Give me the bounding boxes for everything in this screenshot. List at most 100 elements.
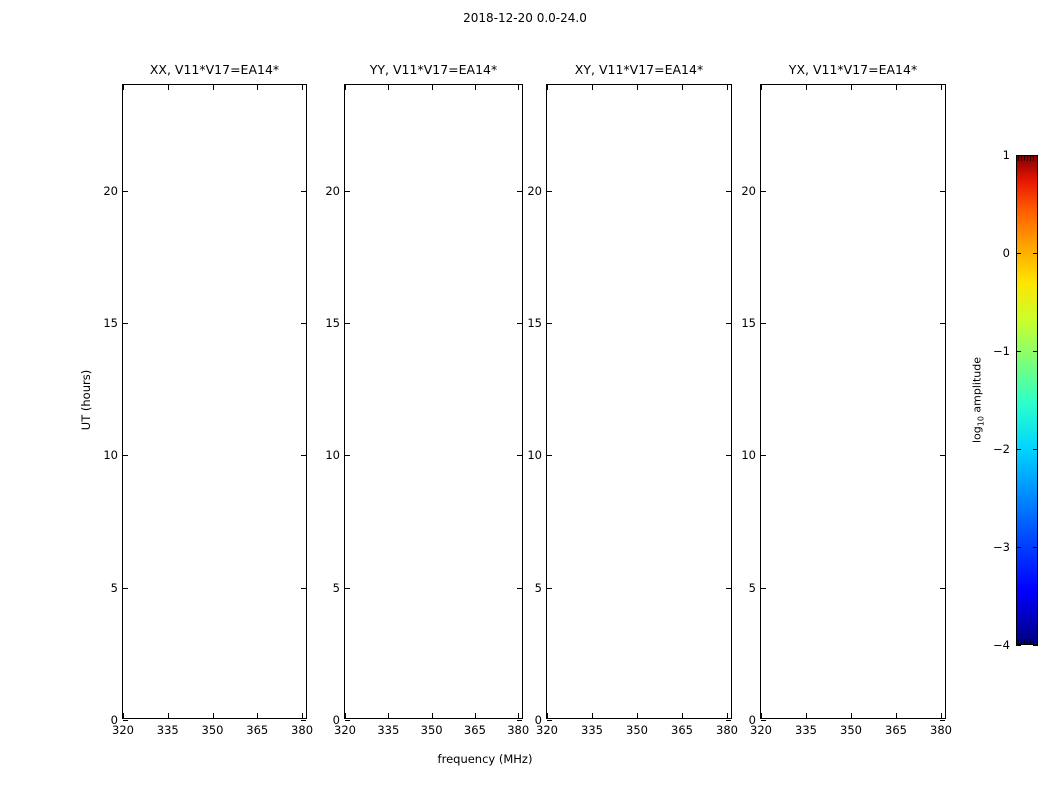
y-tick-mark [940,587,945,589]
y-tick-mark [123,455,128,457]
x-tick-mark [212,713,214,718]
x-tick-label: 380 [291,723,314,737]
x-tick-mark [302,85,304,90]
y-tick-label: 5 [332,580,340,595]
x-tick-mark [682,85,683,90]
x-tick-mark [257,713,259,718]
x-tick-label: 365 [885,723,907,737]
y-axis-label: UT (hours) [79,369,93,431]
y-tick-mark [301,323,306,325]
y-tick-mark [547,455,552,457]
y-tick-mark [940,455,945,457]
y-tick-label: 10 [527,448,542,463]
colorbar-tick-mark [1033,449,1038,450]
plot-panel-xy[interactable]: XY, V11*V17=EA14* 0 5 10 15 20 320 335 350 365 38… [527,62,738,737]
colorbar-tick-mark [1016,253,1021,254]
colorbar-under-extension [1018,639,1034,644]
plot-panel-yy[interactable]: YY, V11*V17=EA14* 0 5 10 15 20 320 335 350 365 38… [325,62,529,737]
x-tick-label: 335 [795,723,817,737]
plot-panel-yx[interactable]: YX, V11*V17=EA14* 0 5 10 15 20 320 335 350 365 38… [741,62,952,737]
y-tick-mark [517,455,522,457]
y-tick-mark [726,587,731,589]
y-tick-mark [301,720,306,721]
y-tick-mark [517,190,522,192]
y-tick-label: 15 [527,316,542,331]
y-tick-mark [761,190,766,192]
x-tick-label: 365 [671,723,693,737]
y-tick-mark [940,323,945,325]
y-tick-label: 20 [103,183,118,198]
colorbar-label-rest: amplitude [970,356,984,417]
y-tick-label: 15 [741,316,756,331]
panel-title-yx: YX, V11*V17=EA14* [788,62,918,77]
y-tick-mark [301,190,306,192]
x-tick-mark [123,85,124,90]
x-tick-mark [851,85,852,90]
x-tick-label: 350 [840,723,862,737]
x-tick-label: 350 [626,723,648,737]
figure-suptitle: 2018-12-20 0.0-24.0 [463,11,587,25]
y-tick-label: 15 [103,316,118,331]
y-tick-label: 20 [741,183,756,198]
y-tick-mark [726,720,731,721]
y-tick-mark [301,455,306,457]
panel-title-xx: XX, V11*V17=EA14* [149,62,280,77]
x-tick-mark [167,713,169,718]
y-tick-mark [761,323,766,325]
y-tick-mark [726,323,731,325]
x-tick-label: 335 [581,723,603,737]
x-tick-mark [474,85,476,90]
x-tick-mark [547,85,548,90]
x-axis-label: frequency (MHz) [437,752,533,766]
y-tick-mark [726,455,731,457]
x-tick-label: 335 [377,723,400,737]
x-tick-mark [547,713,548,718]
x-tick-mark [761,713,762,718]
colorbar-tick-mark [1016,645,1021,646]
x-tick-mark [941,713,942,718]
x-tick-mark [167,85,169,90]
x-tick-mark [123,713,124,718]
colorbar-tick-mark [1033,645,1038,646]
y-tick-mark [547,587,552,589]
x-tick-mark [302,713,304,718]
panel-title-yy: YY, V11*V17=EA14* [369,62,498,77]
colorbar-gradient [1016,155,1038,645]
y-tick-label: 0 [534,713,542,727]
x-tick-label: 320 [750,723,772,737]
colorbar-label-base: log [970,426,984,444]
colorbar-tick-label: −3 [993,540,1010,554]
y-tick-mark [761,587,766,589]
y-tick-label: 0 [110,713,118,727]
x-tick-mark [851,713,852,718]
x-tick-label: 380 [507,723,530,737]
x-tick-mark [388,713,390,718]
y-tick-label: 5 [110,580,118,595]
x-tick-label: 350 [201,723,224,737]
y-tick-label: 10 [103,448,118,463]
x-tick-label: 380 [716,723,738,737]
x-tick-mark [474,713,476,718]
x-tick-label: 350 [420,723,443,737]
x-tick-mark [345,85,346,90]
y-tick-mark [517,323,522,325]
y-tick-mark [761,455,766,457]
y-tick-mark [761,720,766,721]
x-tick-label: 335 [156,723,179,737]
y-tick-label: 20 [527,183,542,198]
x-tick-mark [257,85,259,90]
x-tick-mark [388,85,390,90]
y-tick-label: 10 [325,448,340,463]
colorbar-tick-label: −1 [993,344,1010,358]
y-tick-mark [301,587,306,589]
colorbar-tick-mark [1033,253,1038,254]
plot-panel-xx[interactable]: XX, V11*V17=EA14* 0 5 10 15 20 320 335 350 365 38… [103,62,313,737]
y-tick-mark [345,587,350,589]
colorbar[interactable]: 1 0 −1 −2 −3 −4 [993,148,1038,652]
y-tick-mark [345,455,350,457]
y-tick-mark [517,587,522,589]
x-tick-mark [896,713,897,718]
y-tick-label: 20 [325,183,340,198]
y-tick-mark [726,190,731,192]
